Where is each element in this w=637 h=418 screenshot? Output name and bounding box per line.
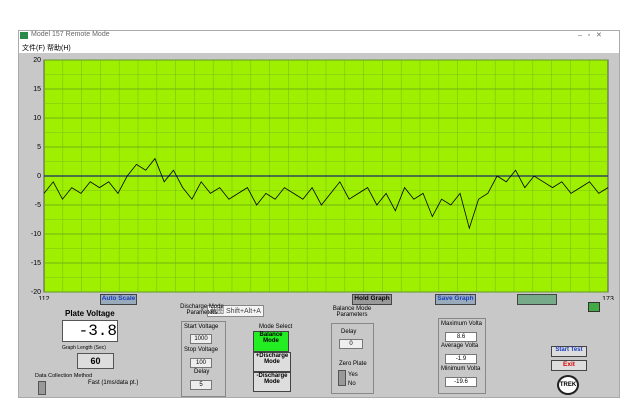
min-field: -19.6 <box>445 377 477 387</box>
auto-scale-button[interactable]: Auto Scale <box>100 294 137 305</box>
graph-length-label: Graph Length (Sec) <box>62 345 106 351</box>
max-label: Maximum Volta <box>441 321 483 327</box>
avg-label: Average Volta <box>441 343 479 349</box>
mode-select-label: Mode Select <box>259 324 293 330</box>
max-field: 8.6 <box>445 332 477 342</box>
method-switch[interactable] <box>38 381 46 395</box>
zero-plate-switch[interactable] <box>338 370 346 386</box>
y-tick-label: -10 <box>31 231 41 238</box>
graph-length-field[interactable]: 60 <box>77 353 114 369</box>
y-tick-label: 20 <box>33 57 41 64</box>
zero-plate-no: No <box>348 381 356 387</box>
discharge-title: Discharge Mode Parameters <box>180 304 224 316</box>
avg-field: -1.9 <box>445 354 477 364</box>
exit-button[interactable]: Exit <box>551 360 587 371</box>
discharge-delay-label: Delay <box>194 369 210 375</box>
balance-title: Balance Mode Parameters <box>332 306 372 318</box>
y-tick-label: 10 <box>33 115 41 122</box>
y-tick-label: -15 <box>31 260 41 267</box>
method-value: Fast (1ms/data pt.) <box>88 380 139 386</box>
menu-item[interactable]: 帮助(H) <box>47 45 71 52</box>
balance-panel <box>331 323 374 394</box>
hold-graph-button[interactable]: Hold Graph <box>352 294 392 305</box>
window-controls[interactable]: – ▫ ✕ <box>578 32 602 39</box>
balance-delay-field[interactable]: 0 <box>339 339 363 349</box>
method-label: Data Collection Method <box>35 373 93 379</box>
start-voltage-label: Start Voltage <box>184 324 219 330</box>
zero-plate-yes: Yes <box>348 372 358 378</box>
status-icon[interactable] <box>588 302 600 312</box>
start-test-button[interactable]: Start Test <box>551 346 587 357</box>
graph-button[interactable] <box>517 294 557 305</box>
logo: TREK <box>557 375 579 395</box>
app-icon <box>20 32 28 39</box>
y-tick-label: 0 <box>37 173 41 180</box>
y-tick-label: 15 <box>33 86 41 93</box>
title-bar <box>19 31 619 43</box>
min-label: Minimum Volta <box>441 366 481 372</box>
y-tick-label: -5 <box>35 202 41 209</box>
x-tick-label: 112 <box>38 296 49 300</box>
start-voltage-field[interactable]: 1000 <box>190 334 212 344</box>
plus-discharge-button[interactable]: +Discharge Mode <box>253 352 291 372</box>
save-graph-button[interactable]: Save Graph <box>435 294 476 305</box>
stop-voltage-field[interactable]: 100 <box>190 358 212 368</box>
window-title: Model 157 Remote Mode <box>31 31 110 38</box>
plate-voltage-display: -3.8 <box>62 320 118 342</box>
x-tick-label: 173 <box>602 296 614 300</box>
zero-plate-label: Zero Plate <box>339 361 367 367</box>
signal-line <box>43 157 609 230</box>
plate-voltage-label: Plate Voltage <box>65 309 115 318</box>
balance-delay-label: Delay <box>341 329 357 335</box>
y-tick-label: 5 <box>37 144 41 151</box>
minus-discharge-button[interactable]: -Discharge Mode <box>253 372 291 392</box>
discharge-delay-field[interactable]: 5 <box>190 380 212 390</box>
menu-bar <box>19 43 619 53</box>
menu-item[interactable]: 文件(F) <box>22 45 45 52</box>
tooltip: 截图 Shift+Alt+A <box>207 305 264 317</box>
balance-mode-button[interactable]: Balance Mode <box>253 331 289 352</box>
stop-voltage-label: Stop Voltage <box>184 347 219 353</box>
chart: -20 -15 -10 -5 0 5 10 15 20 112 173 <box>31 57 614 300</box>
y-tick-label: -20 <box>31 289 41 296</box>
